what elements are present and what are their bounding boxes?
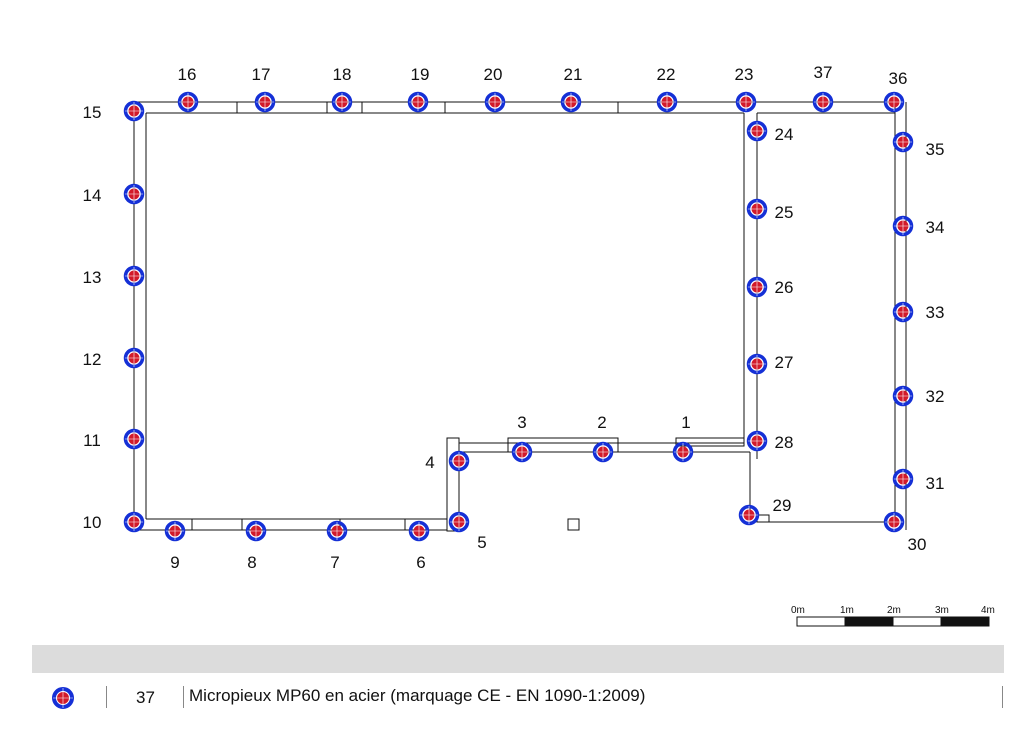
legend-row: 37 Micropieux MP60 en acier (marquage CE… bbox=[32, 680, 1004, 714]
micropile-label-33: 33 bbox=[926, 303, 945, 322]
micropile-2 bbox=[592, 441, 614, 463]
micropile-21 bbox=[560, 91, 582, 113]
micropile-9 bbox=[164, 520, 186, 542]
micropile-8 bbox=[245, 520, 267, 542]
micropile-label-5: 5 bbox=[477, 533, 486, 552]
legend-separator bbox=[106, 686, 107, 708]
micropile-14 bbox=[123, 183, 145, 205]
micropile-33 bbox=[892, 301, 914, 323]
micropile-label-2: 2 bbox=[597, 413, 606, 432]
micropile-label-31: 31 bbox=[926, 474, 945, 493]
micropile-19 bbox=[407, 91, 429, 113]
micropile-label-16: 16 bbox=[178, 65, 197, 84]
micropile-4 bbox=[448, 450, 470, 472]
micropile-30 bbox=[883, 511, 905, 533]
micropile-15 bbox=[123, 100, 145, 122]
micropile-label-29: 29 bbox=[773, 496, 792, 515]
micropile-6 bbox=[408, 520, 430, 542]
scale-bar: 0m 1m 2m 3m 4m bbox=[791, 605, 995, 627]
legend-separator bbox=[1002, 686, 1003, 708]
micropile-27 bbox=[746, 353, 768, 375]
scale-label-2: 2m bbox=[887, 605, 901, 616]
micropile-label-21: 21 bbox=[564, 65, 583, 84]
micropile-label-20: 20 bbox=[484, 65, 503, 84]
micropile-label-9: 9 bbox=[170, 553, 179, 572]
micropile-37 bbox=[812, 91, 834, 113]
scale-label-0: 0m bbox=[791, 605, 805, 616]
micropile-label-8: 8 bbox=[247, 553, 256, 572]
micropile-10 bbox=[123, 511, 145, 533]
micropile-26 bbox=[746, 276, 768, 298]
micropile-label-25: 25 bbox=[775, 203, 794, 222]
micropile-28 bbox=[746, 430, 768, 452]
scale-label-3: 3m bbox=[935, 605, 949, 616]
micropile-35 bbox=[892, 131, 914, 153]
micropile-label-11: 11 bbox=[83, 431, 101, 450]
scale-label-4: 4m bbox=[981, 605, 995, 616]
micropile-label-17: 17 bbox=[252, 65, 271, 84]
micropile-11 bbox=[123, 428, 145, 450]
micropile-label-1: 1 bbox=[681, 413, 690, 432]
micropile-icon bbox=[52, 687, 74, 709]
micropile-label-15: 15 bbox=[83, 103, 102, 122]
micropile-label-12: 12 bbox=[83, 350, 102, 369]
micropile-label-32: 32 bbox=[926, 387, 945, 406]
micropile-36 bbox=[883, 91, 905, 113]
micropile-label-14: 14 bbox=[83, 186, 102, 205]
micropile-22 bbox=[656, 91, 678, 113]
micropile-31 bbox=[892, 468, 914, 490]
micropile-32 bbox=[892, 385, 914, 407]
micropile-5 bbox=[448, 511, 470, 533]
micropile-17 bbox=[254, 91, 276, 113]
micropile-20 bbox=[484, 91, 506, 113]
micropile-13 bbox=[123, 265, 145, 287]
micropile-label-3: 3 bbox=[517, 413, 526, 432]
scale-label-1: 1m bbox=[840, 605, 854, 616]
micropile-label-24: 24 bbox=[775, 125, 794, 144]
micropile-1 bbox=[672, 441, 694, 463]
micropile-24 bbox=[746, 120, 768, 142]
micropile-label-37: 37 bbox=[814, 63, 833, 82]
micropile-label-6: 6 bbox=[416, 553, 425, 572]
micropile-label-19: 19 bbox=[411, 65, 430, 84]
micropile-label-10: 10 bbox=[83, 513, 102, 532]
micropile-25 bbox=[746, 198, 768, 220]
micropile-34 bbox=[892, 215, 914, 237]
micropile-3 bbox=[511, 441, 533, 463]
micropile-label-30: 30 bbox=[908, 535, 927, 554]
wall-outline bbox=[133, 101, 907, 532]
micropile-23 bbox=[735, 91, 757, 113]
micropile-12 bbox=[123, 347, 145, 369]
micropile-label-13: 13 bbox=[83, 268, 102, 287]
micropile-16 bbox=[177, 91, 199, 113]
micropile-label-34: 34 bbox=[926, 218, 945, 237]
legend-header-band bbox=[32, 645, 1004, 673]
micropile-label-18: 18 bbox=[333, 65, 352, 84]
legend-description: Micropieux MP60 en acier (marquage CE - … bbox=[189, 686, 646, 705]
micropile-label-36: 36 bbox=[889, 69, 908, 88]
micropile-29 bbox=[738, 504, 760, 526]
micropile-label-26: 26 bbox=[775, 278, 794, 297]
legend-count: 37 bbox=[136, 688, 155, 707]
micropile-label-27: 27 bbox=[775, 353, 794, 372]
micropile-label-23: 23 bbox=[735, 65, 754, 84]
micropile-label-28: 28 bbox=[775, 433, 794, 452]
micropile-label-4: 4 bbox=[425, 453, 434, 472]
micropile-label-35: 35 bbox=[926, 140, 945, 159]
micropile-label-7: 7 bbox=[330, 553, 339, 572]
legend-separator bbox=[183, 686, 184, 708]
micropile-18 bbox=[331, 91, 353, 113]
micropile-7 bbox=[326, 520, 348, 542]
micropile-label-22: 22 bbox=[657, 65, 676, 84]
